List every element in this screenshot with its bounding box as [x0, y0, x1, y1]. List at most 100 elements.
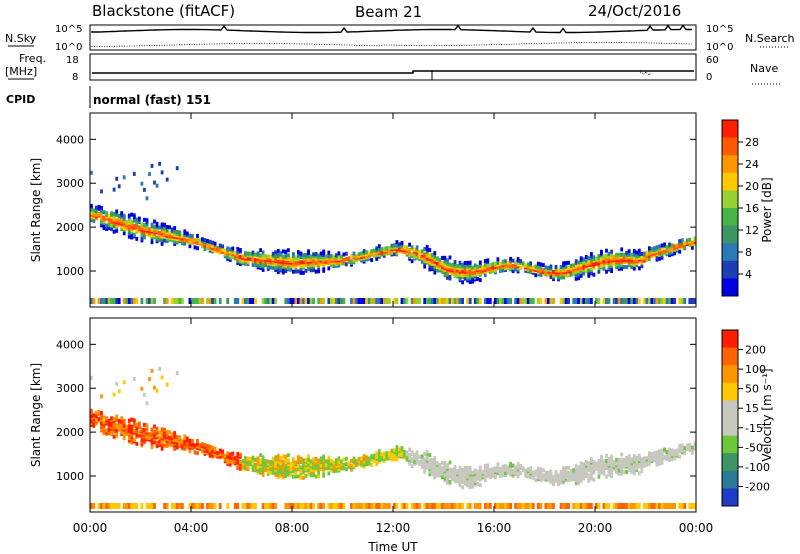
power-cell	[100, 216, 103, 221]
power-cell	[519, 298, 523, 304]
velocity-cell	[650, 503, 654, 509]
velocity-colorbar-label: Velocity [m s⁻¹]	[760, 368, 774, 461]
power-cell	[178, 230, 182, 235]
power-cell	[299, 251, 303, 256]
velocity-cell	[302, 475, 305, 480]
power-cell	[388, 245, 391, 250]
velocity-cell	[451, 503, 454, 509]
velocity-cell	[680, 448, 684, 453]
velocity-cell	[428, 503, 432, 509]
power-cell	[413, 247, 416, 252]
velocity-cell	[115, 423, 119, 428]
velocity-cell	[292, 457, 295, 462]
velocity-cell	[233, 503, 237, 509]
velocity-cell	[122, 503, 126, 509]
velocity-cell	[110, 416, 113, 421]
velocity-cell	[246, 461, 250, 466]
velocity-cell	[297, 458, 300, 463]
power-cell	[610, 253, 613, 258]
power-cell	[345, 257, 348, 262]
velocity-cell	[302, 458, 305, 463]
power-cell	[542, 268, 545, 273]
velocity-cell	[607, 456, 611, 461]
power-cell	[579, 270, 583, 275]
freq-tick-bottom: 8	[72, 72, 78, 83]
velocity-cell	[276, 457, 280, 462]
velocity-cell	[317, 474, 321, 479]
power-cell	[302, 298, 305, 304]
power-cell	[294, 255, 298, 260]
power-cell	[605, 298, 608, 304]
power-cell	[259, 248, 262, 253]
power-cell	[314, 252, 318, 256]
velocity-cell	[360, 503, 363, 509]
y-tick-label: 4000	[56, 338, 84, 351]
velocity-cell	[284, 458, 288, 463]
velocity-cell	[289, 472, 293, 477]
velocity-cell	[451, 468, 454, 473]
power-cell	[153, 298, 156, 304]
velocity-cell	[554, 470, 558, 474]
power-cell	[691, 298, 694, 304]
power-cell	[145, 196, 149, 201]
power-cell	[488, 262, 492, 267]
velocity-cell	[191, 503, 194, 509]
power-cell	[582, 271, 586, 276]
power-cell	[329, 257, 333, 262]
velocity-cell	[529, 475, 533, 480]
power-cell	[213, 298, 217, 304]
beam-title: Beam 21	[355, 3, 422, 21]
velocity-cell	[430, 503, 434, 509]
velocity-cell	[413, 503, 416, 509]
power-cell	[90, 170, 93, 175]
power-cell	[281, 249, 285, 254]
power-cell	[148, 172, 151, 177]
power-cell	[352, 258, 356, 263]
power-cell	[521, 261, 525, 266]
power-cell	[246, 251, 250, 256]
power-cell	[413, 254, 416, 259]
velocity-cell	[420, 454, 424, 459]
velocity-cell	[370, 463, 374, 467]
freq-label: Freq.	[19, 52, 46, 65]
power-cell	[105, 298, 108, 304]
velocity-cell	[307, 454, 310, 459]
power-cell	[201, 298, 204, 304]
velocity-cell	[345, 456, 348, 461]
velocity-cell	[658, 503, 661, 509]
power-cell	[403, 245, 406, 249]
velocity-cell	[627, 454, 631, 459]
power-cell	[150, 163, 154, 168]
power-cell	[317, 269, 321, 274]
power-cell	[345, 251, 348, 256]
power-cell	[622, 256, 626, 261]
velocity-cell	[622, 461, 626, 466]
power-cell	[577, 260, 581, 265]
velocity-cell	[342, 457, 346, 462]
power-cell	[648, 298, 651, 304]
power-cell	[115, 218, 119, 223]
power-cell	[579, 298, 583, 304]
power-cell	[552, 298, 555, 304]
colorbar-swatch	[722, 190, 738, 209]
velocity-cell	[670, 503, 674, 509]
velocity-cell	[259, 458, 262, 463]
power-cell	[100, 209, 103, 214]
velocity-cell	[635, 455, 639, 460]
velocity-cell	[256, 465, 260, 470]
velocity-cell	[294, 503, 298, 509]
velocity-cell	[552, 503, 555, 509]
power-cell	[658, 298, 661, 304]
velocity-cell	[367, 503, 371, 509]
power-cell	[208, 243, 212, 248]
velocity-cell	[266, 503, 270, 509]
velocity-cell	[660, 448, 664, 453]
power-cell	[193, 238, 197, 243]
power-cell	[685, 238, 689, 243]
velocity-cell	[132, 423, 136, 428]
power-cell	[292, 257, 295, 262]
power-cell	[458, 264, 462, 269]
power-cell	[334, 298, 338, 304]
power-cell	[284, 249, 288, 254]
power-cell	[340, 254, 343, 259]
